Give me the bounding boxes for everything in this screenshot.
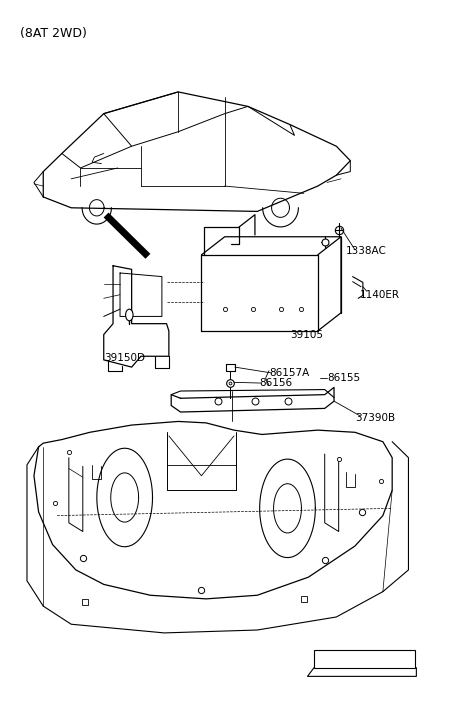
Text: 86155: 86155	[327, 373, 360, 383]
Circle shape	[125, 309, 133, 321]
Bar	[314, 650, 416, 667]
Text: 1338AC: 1338AC	[346, 246, 387, 256]
Text: 86156: 86156	[260, 378, 292, 388]
Text: REF.60-640: REF.60-640	[320, 654, 379, 663]
Text: 1140ER: 1140ER	[359, 289, 400, 300]
Text: 37390B: 37390B	[355, 413, 395, 423]
Text: 39150D: 39150D	[104, 353, 145, 363]
Text: 86157A: 86157A	[269, 368, 309, 378]
Text: 39105: 39105	[290, 329, 323, 340]
Text: (8AT 2WD): (8AT 2WD)	[20, 27, 87, 40]
